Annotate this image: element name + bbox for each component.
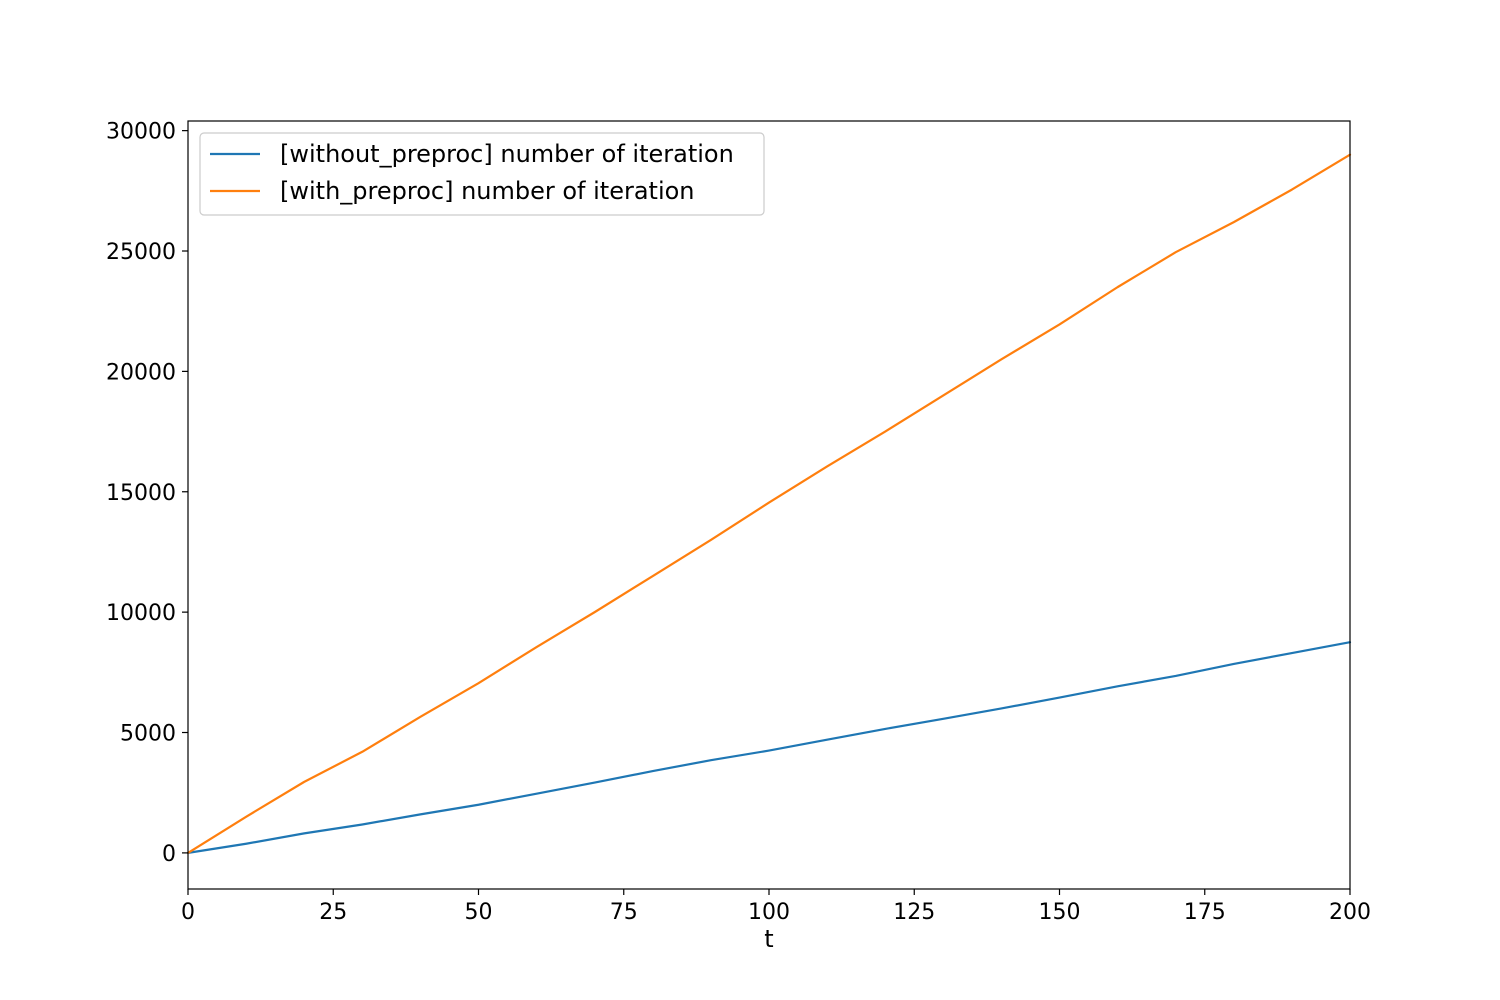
series-line-0: [186, 641, 1352, 854]
legend: [without_preproc] number of iteration [wi…: [199, 132, 765, 216]
y-tick-label-6: 30000: [106, 120, 176, 145]
y-axis: 0 5000 10000 15000 20000 25000 30000: [106, 120, 188, 867]
x-tick-label-7: 175: [1184, 900, 1226, 925]
x-axis-label: t: [764, 925, 773, 953]
x-tick-label-3: 75: [610, 900, 638, 925]
x-tick-label-2: 50: [465, 900, 493, 925]
y-tick-label-0: 0: [162, 842, 176, 867]
series-line-1: [186, 153, 1352, 854]
y-tick-label-3: 15000: [106, 481, 176, 506]
series-layer: [186, 153, 1352, 854]
x-tick-label-4: 100: [748, 900, 790, 925]
x-axis: 0 25 50 75 100 125 150 175 200: [181, 889, 1371, 925]
y-tick-label-2: 10000: [106, 601, 176, 626]
x-tick-label-0: 0: [181, 900, 195, 925]
x-tick-label-5: 125: [893, 900, 935, 925]
x-tick-label-1: 25: [319, 900, 347, 925]
legend-label-1: [with_preproc] number of iteration: [280, 177, 695, 205]
y-tick-label-4: 20000: [106, 360, 176, 385]
plot-area: [188, 121, 1350, 889]
legend-label-0: [without_preproc] number of iteration: [280, 140, 734, 168]
y-tick-label-1: 5000: [120, 722, 176, 747]
x-tick-label-8: 200: [1329, 900, 1371, 925]
legend-box: [199, 132, 765, 216]
x-tick-label-6: 150: [1039, 900, 1081, 925]
y-tick-label-5: 25000: [106, 240, 176, 265]
